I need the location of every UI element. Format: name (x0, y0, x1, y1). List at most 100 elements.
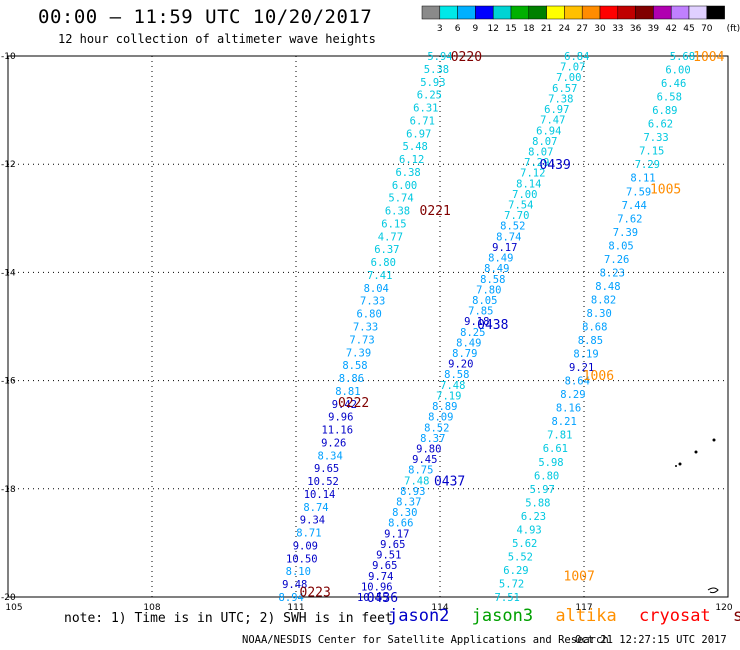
pass-time-label: 0438 (477, 318, 508, 333)
swh-value: 8.25 (460, 327, 485, 339)
swh-value: 8.29 (560, 389, 585, 401)
pass-time-label: 0222 (338, 396, 369, 411)
swh-value: 6.00 (665, 65, 690, 77)
swh-value: 10.96 (361, 581, 393, 593)
color-swatch (688, 5, 708, 20)
lat-tick-label: -18 (1, 485, 16, 495)
swh-value: 6.61 (543, 443, 568, 455)
swh-value: 8.75 (408, 465, 433, 477)
swh-value: 6.62 (648, 119, 673, 131)
swh-value: 7.62 (617, 213, 642, 225)
pass-time-label: 0221 (420, 204, 451, 219)
lon-tick-label: 105 (5, 603, 22, 613)
swh-value: 4.93 (516, 524, 541, 536)
swh-value: 11.16 (321, 425, 353, 437)
legend-altika: altika (555, 606, 617, 626)
swh-value: 6.23 (521, 511, 546, 523)
color-scale-label: 3 (437, 24, 443, 34)
swh-value: 8.79 (452, 348, 477, 360)
swh-value: 9.17 (384, 528, 409, 540)
swh-value: 7.81 (547, 430, 572, 442)
swh-value: 6.84 (564, 51, 589, 63)
color-scale-label: 39 (648, 24, 660, 34)
color-scale-label: 33 (612, 24, 623, 34)
swh-value: 8.58 (342, 360, 367, 372)
swh-value: 7.07 (560, 62, 585, 74)
swh-value: 5.94 (427, 51, 452, 63)
color-scale-bar: 3 6 9 12 15 18 21 24 27 30 33 36 39 42 45 70 (ft) (421, 5, 740, 34)
color-swatch (439, 5, 458, 20)
swh-value: 4.77 (378, 231, 403, 243)
swh-value: 7.39 (613, 227, 638, 239)
pass-time-label: 0439 (540, 158, 571, 173)
legend-jason3: jason3 (471, 606, 534, 626)
swh-value: 9.96 (328, 412, 353, 424)
color-scale-label: 6 (455, 24, 461, 34)
lat-tick-label: -14 (1, 268, 16, 278)
lon-tick-label: 108 (143, 603, 160, 613)
swh-value: 9.65 (380, 539, 405, 551)
pass-time-label: 1004 (693, 50, 724, 65)
swh-value: 10.55 (357, 592, 389, 604)
swh-value: 5.98 (538, 457, 563, 469)
swh-value: 7.48 (440, 380, 465, 392)
swh-value: 8.58 (444, 369, 469, 381)
swh-value: 5.52 (508, 551, 533, 563)
pass-time-labels: 0220 1004 0439 1005 0221 0438 1006 0222 0437 1007… (300, 50, 725, 606)
coastline (707, 587, 719, 594)
swh-value: 9.48 (282, 579, 307, 591)
swh-value: 5.68 (670, 51, 695, 63)
swh-value: 6.46 (661, 78, 686, 90)
swh-value: 7.19 (436, 390, 461, 402)
swh-value: 8.16 (556, 403, 581, 415)
lon-tick-label: 120 (715, 603, 732, 613)
legend-s3a: s3a (732, 606, 740, 626)
swh-value: 9.45 (412, 454, 437, 466)
color-swatch (510, 5, 530, 20)
swh-value: 7.15 (639, 146, 664, 158)
swh-value: 6.97 (406, 128, 431, 140)
swh-value: 5.72 (499, 578, 524, 590)
swh-value: 8.23 (600, 267, 625, 279)
swh-value: 6.97 (544, 104, 569, 116)
pass-time-label: 0437 (434, 475, 465, 490)
swh-value: 7.73 (349, 334, 374, 346)
swh-value: 9.18 (464, 316, 489, 328)
swh-value: 8.58 (480, 274, 505, 286)
swh-value: 9.65 (372, 560, 397, 572)
swh-value: 6.80 (356, 309, 381, 321)
swh-value: 7.70 (504, 210, 529, 222)
swh-value: 8.71 (296, 528, 321, 540)
swh-value: 8.93 (400, 486, 425, 498)
swh-value: 8.34 (318, 450, 343, 462)
swh-value: 8.81 (335, 386, 360, 398)
swh-value: 10.14 (304, 489, 336, 501)
swh-value: 9.42 (332, 399, 357, 411)
swh-value: 6.38 (385, 206, 410, 218)
color-scale-unit: (ft) (727, 24, 740, 34)
color-scale-label: 36 (630, 24, 642, 34)
swh-value: 6.37 (374, 244, 399, 256)
color-scale-label: 30 (594, 24, 606, 34)
color-scale-label: 42 (665, 24, 676, 34)
pass-time-label: 0436 (367, 591, 398, 606)
swh-value: 6.71 (410, 115, 435, 127)
swh-value: 7.00 (556, 72, 581, 84)
lat-tick-label: -12 (1, 160, 16, 170)
swh-value: 8.04 (364, 283, 389, 295)
swh-value: 6.89 (652, 105, 677, 117)
color-swatch (581, 5, 601, 20)
swh-value: 6.15 (381, 218, 406, 230)
swh-value: 8.05 (608, 240, 633, 252)
swh-value: 10.50 (286, 553, 318, 565)
swh-value: 8.52 (424, 422, 449, 434)
swh-value: 8.94 (279, 592, 304, 604)
swh-value: 6.80 (371, 257, 396, 269)
pass-time-label: 1005 (650, 183, 681, 198)
swh-value: 8.66 (388, 518, 413, 530)
swh-value: 6.94 (536, 125, 561, 137)
swh-value: 5.62 (512, 538, 537, 550)
swh-value: 6.38 (395, 167, 420, 179)
island-marker (694, 450, 698, 454)
swh-value: 7.41 (367, 270, 392, 282)
